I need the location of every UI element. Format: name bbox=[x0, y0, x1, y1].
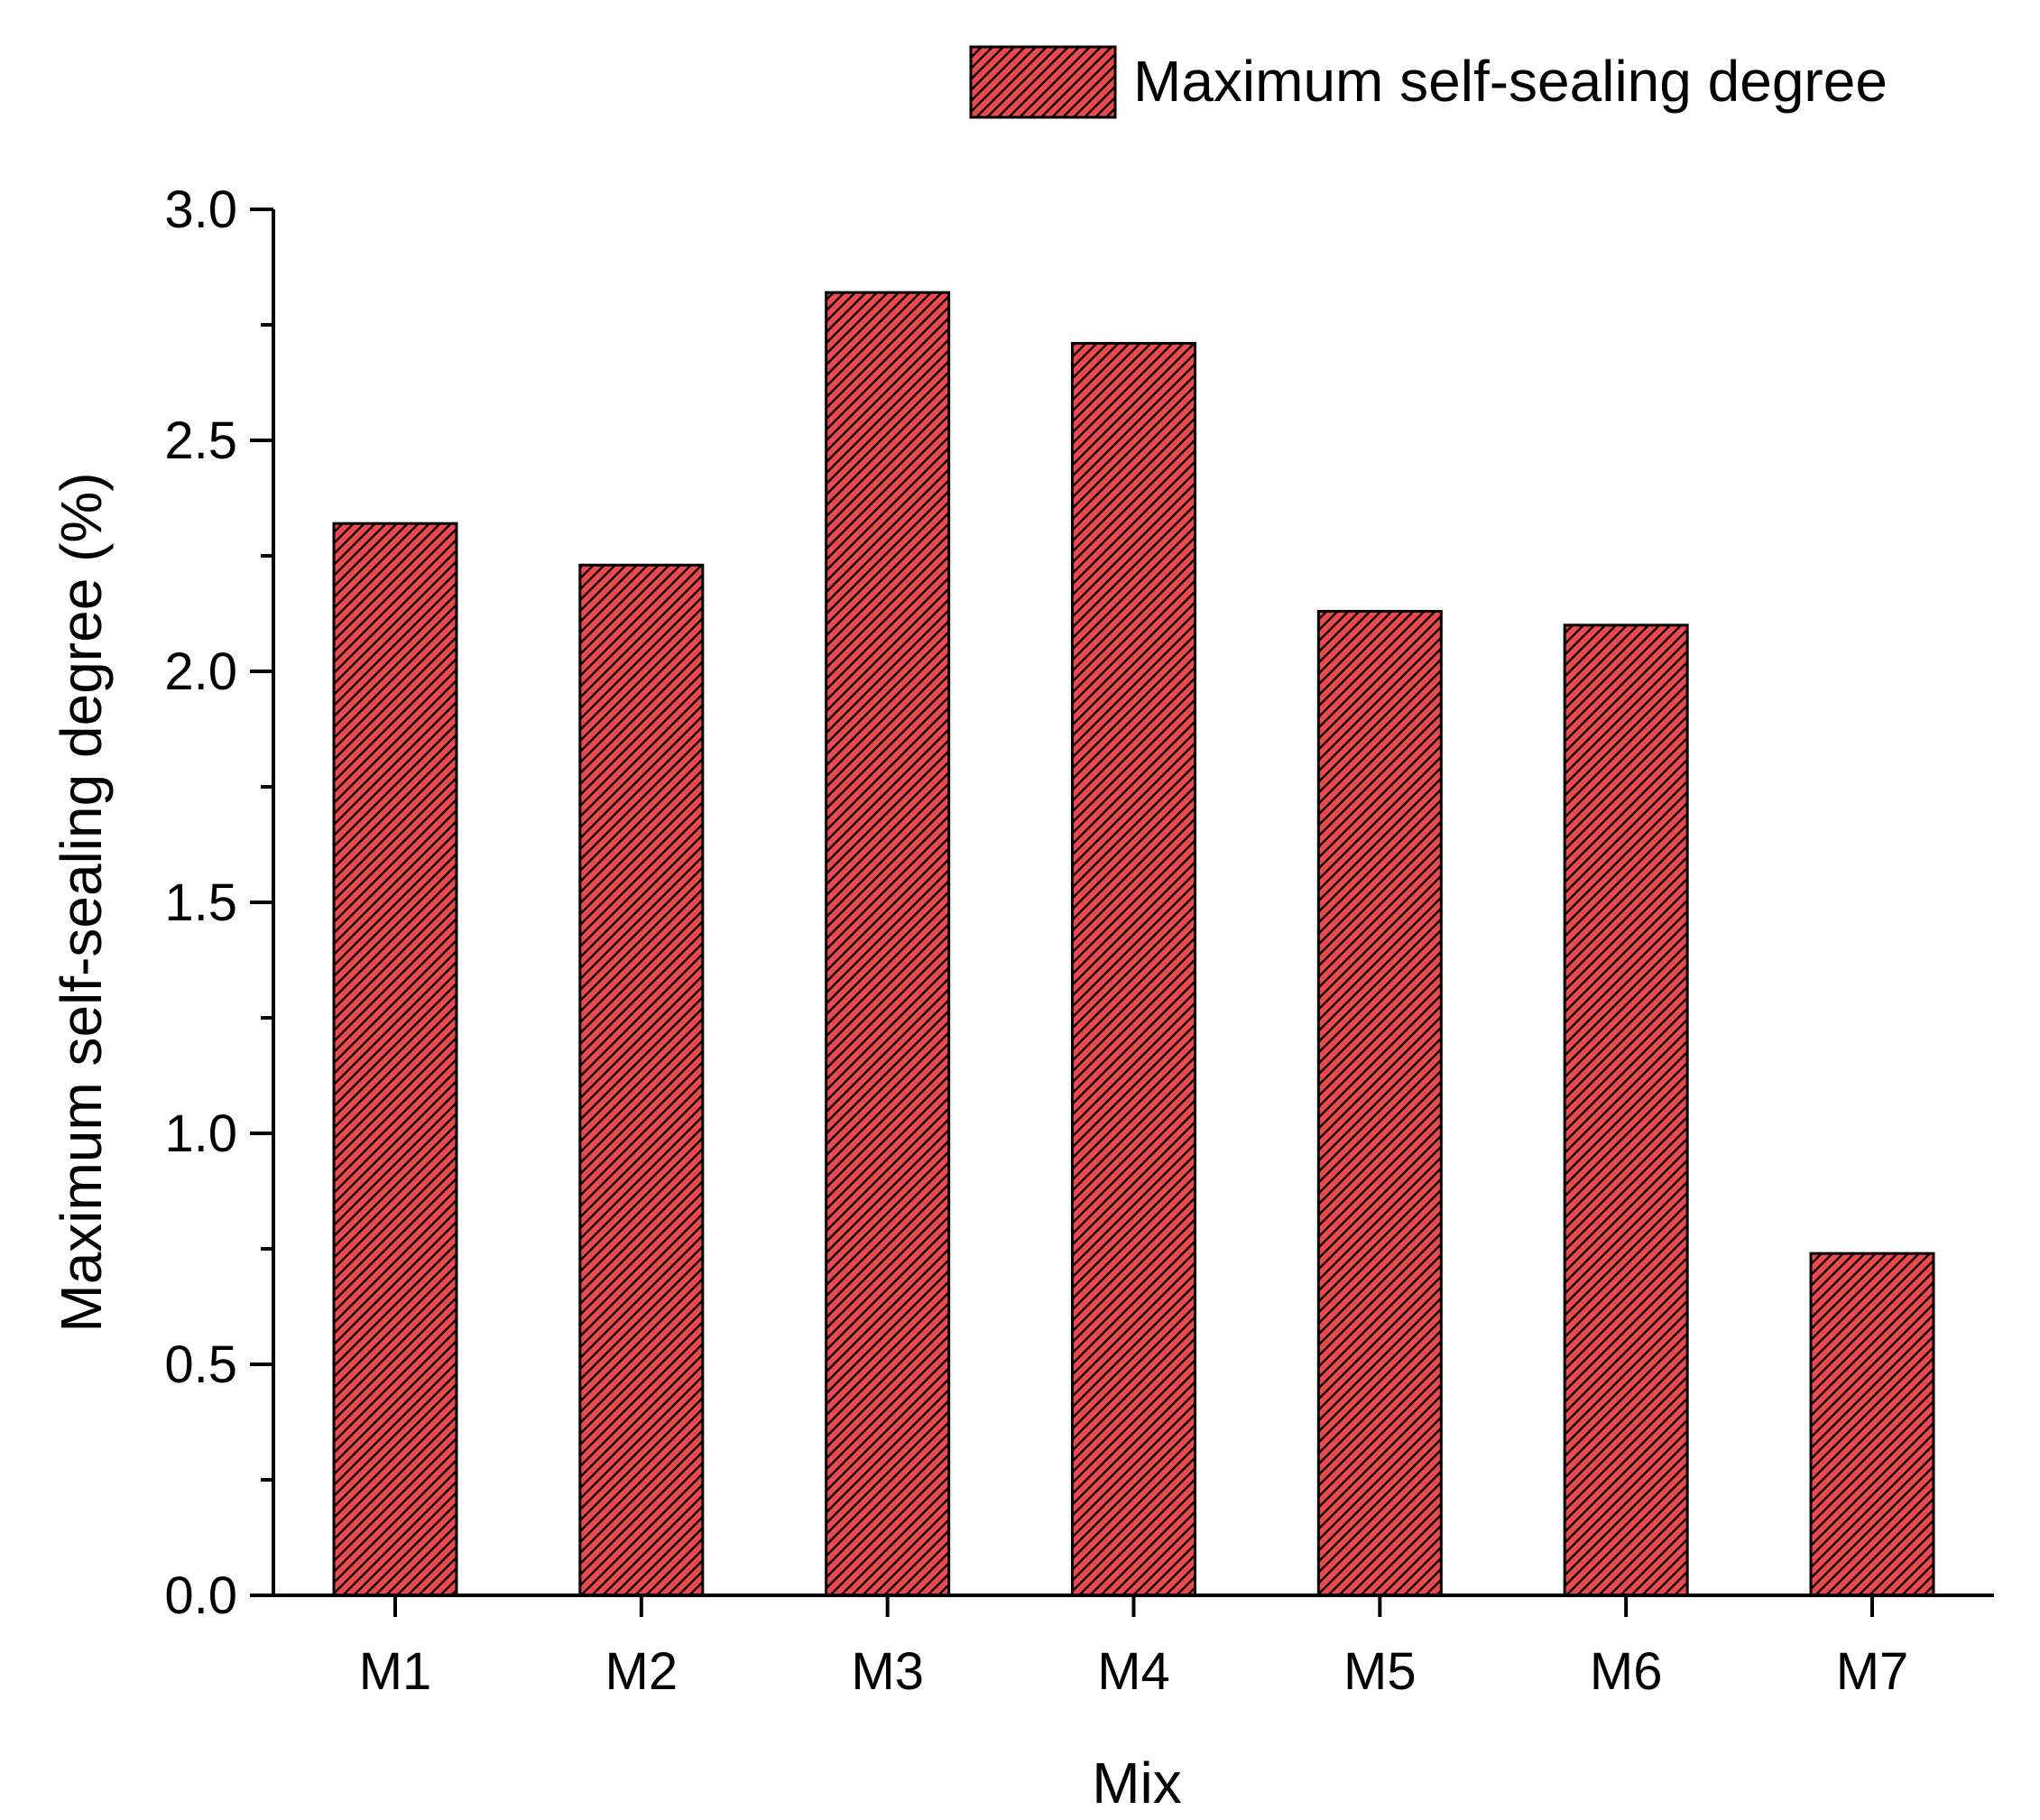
y-tick-label: 2.0 bbox=[164, 642, 237, 701]
y-tick-label: 1.0 bbox=[164, 1104, 237, 1163]
x-tick-label: M7 bbox=[1836, 1642, 1909, 1701]
y-tick-label: 1.5 bbox=[164, 873, 237, 932]
x-tick-label: M2 bbox=[605, 1642, 678, 1701]
x-tick-label: M4 bbox=[1097, 1642, 1170, 1701]
y-axis-title: Maximum self-sealing degree (%) bbox=[49, 472, 114, 1332]
bar-m4 bbox=[1071, 341, 1196, 1597]
legend: Maximum self-sealing degree bbox=[969, 45, 1888, 119]
bar-m3 bbox=[825, 291, 951, 1597]
x-ticks-group: M1 M2 M3 M4 M5 M6 M7 bbox=[359, 1595, 1909, 1701]
bar-m1 bbox=[332, 522, 458, 1597]
legend-label: Maximum self-sealing degree bbox=[1133, 49, 1888, 114]
legend-swatch bbox=[969, 45, 1117, 119]
bar-m2 bbox=[578, 563, 705, 1597]
bars-group bbox=[332, 291, 1935, 1597]
y-tick-label: 2.5 bbox=[164, 411, 237, 470]
x-axis-title: Mix bbox=[1092, 1751, 1182, 1815]
x-tick-label: M5 bbox=[1343, 1642, 1417, 1701]
y-tick-label: 0.5 bbox=[164, 1335, 237, 1394]
bar-m6 bbox=[1563, 624, 1689, 1597]
y-tick-label: 3.0 bbox=[164, 180, 237, 239]
x-tick-label: M3 bbox=[851, 1642, 924, 1701]
x-tick-label: M6 bbox=[1590, 1642, 1663, 1701]
bar-m7 bbox=[1809, 1252, 1935, 1597]
y-tick-label: 0.0 bbox=[164, 1566, 237, 1625]
y-ticks-group: 0.0 0.5 1.0 1.5 2.0 2.5 3.0 bbox=[164, 180, 273, 1625]
x-tick-label: M1 bbox=[359, 1642, 432, 1701]
bar-m5 bbox=[1316, 609, 1443, 1597]
